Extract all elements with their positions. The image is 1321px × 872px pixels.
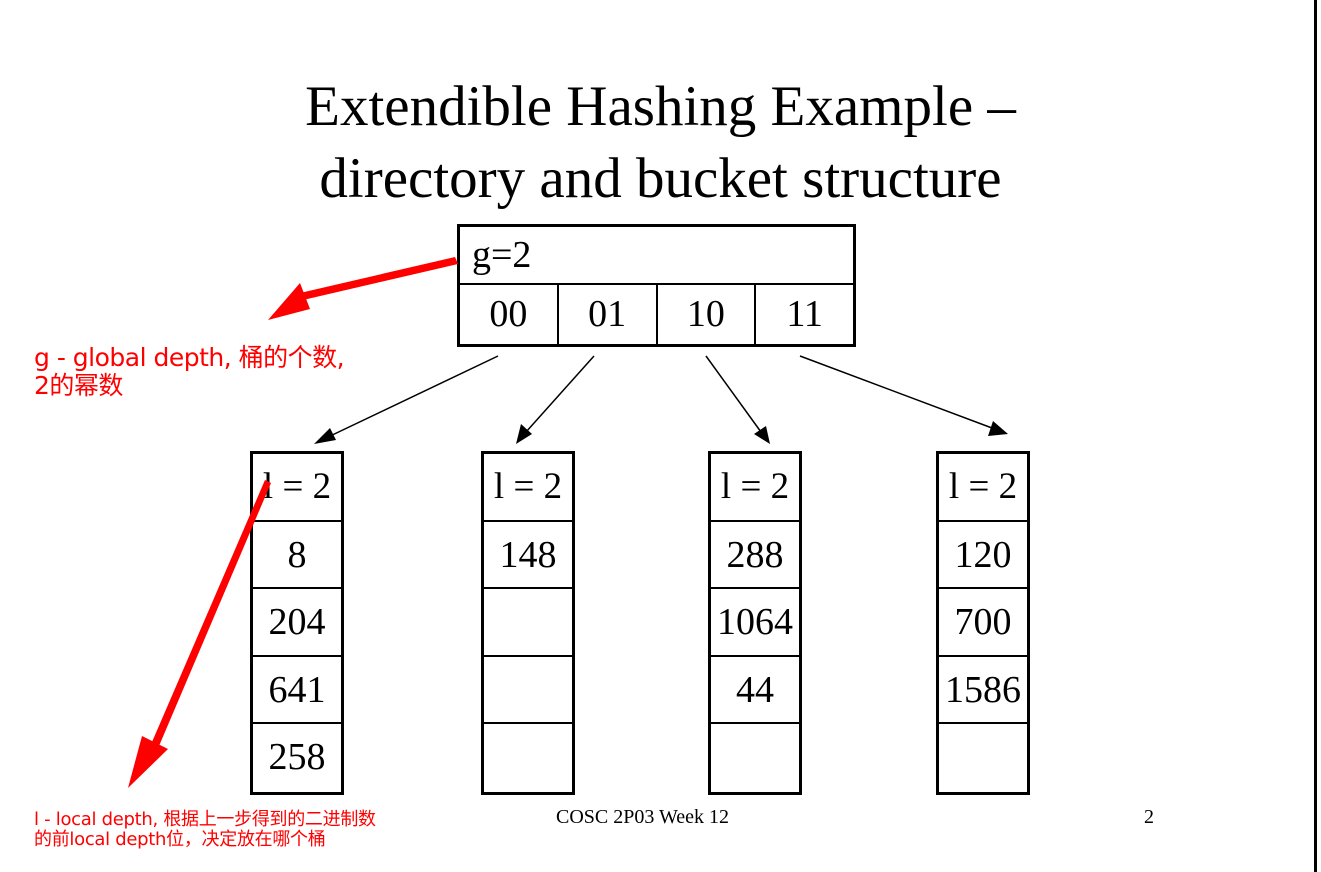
directory-table: g=2 00 01 10 11 — [457, 224, 856, 347]
bucket-empty-slot — [484, 657, 572, 725]
bucket-value: 1586 — [939, 657, 1027, 725]
global-depth-note-line-1: g - global depth, 桶的个数, — [34, 343, 345, 372]
local-depth-label: l = 2 — [253, 454, 341, 522]
bucket-empty-slot — [484, 589, 572, 657]
slide-title-line-1: Extendible Hashing Example – — [305, 75, 1016, 138]
global-depth-annotation-arrow — [268, 257, 458, 320]
global-depth-note: g - global depth, 桶的个数, 2的幂数 — [34, 343, 345, 400]
slide-title-line-2: directory and bucket structure — [319, 147, 1002, 210]
directory-entry-10: 10 — [655, 285, 755, 344]
bucket-value: 700 — [939, 589, 1027, 657]
pointer-arrow-01 — [516, 355, 595, 444]
directory-entry-01: 01 — [556, 285, 656, 344]
bucket-value: 148 — [484, 522, 572, 590]
bucket-value: 44 — [711, 657, 799, 725]
pointer-arrow-10 — [705, 355, 770, 444]
bucket-value: 1064 — [711, 589, 799, 657]
bucket-00: l = 2 8 204 641 258 — [250, 451, 344, 795]
bucket-value: 258 — [268, 736, 326, 779]
local-depth-note-line-2: 的前local depth位，决定放在哪个桶 — [34, 829, 326, 850]
global-depth-label: g=2 — [460, 227, 853, 285]
bucket-value: 8 — [253, 522, 341, 590]
pointer-arrow-11 — [799, 355, 1008, 436]
bucket-value: 204 — [253, 589, 341, 657]
directory-entry-11: 11 — [754, 285, 853, 344]
directory-entry-00: 00 — [489, 293, 528, 335]
local-depth-label: l = 2 — [939, 454, 1027, 522]
bucket-11: l = 2 120 700 1586 — [936, 451, 1030, 795]
bucket-value: 288 — [711, 522, 799, 590]
local-depth-note-line-1: l - local depth, 根据上一步得到的二进制数 — [34, 809, 376, 830]
pointer-arrow-00 — [314, 355, 499, 444]
bucket-value: 641 — [253, 657, 341, 725]
global-depth-note-line-2: 2的幂数 — [34, 371, 123, 400]
bucket-10: l = 2 288 1064 44 — [708, 451, 802, 795]
page-number: 2 — [1144, 806, 1154, 828]
bucket-01: l = 2 148 — [481, 451, 575, 795]
bucket-value: 120 — [939, 522, 1027, 590]
local-depth-label: l = 2 — [711, 454, 799, 522]
local-depth-label: l = 2 — [484, 454, 572, 522]
slide-footer: COSC 2P03 Week 12 — [556, 806, 730, 828]
slide-right-border — [1314, 0, 1317, 872]
local-depth-annotation-arrow — [128, 480, 271, 788]
local-depth-note: l - local depth, 根据上一步得到的二进制数 的前local de… — [34, 810, 376, 850]
